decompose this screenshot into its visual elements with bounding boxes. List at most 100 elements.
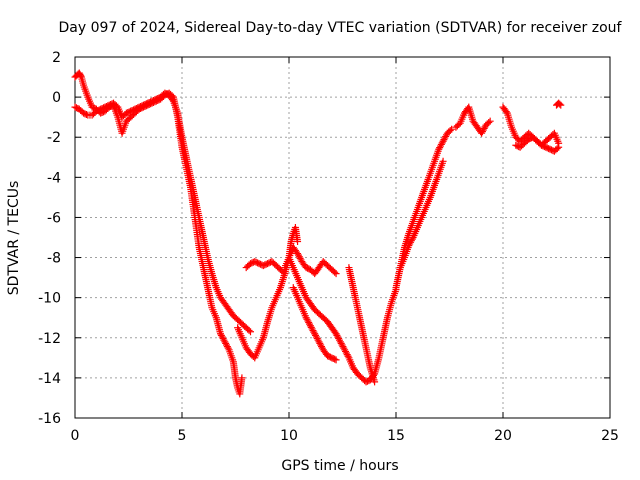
data-point [317,341,325,349]
data-point [553,145,561,153]
data-point [408,235,416,243]
y-tick-label: -14 [38,371,61,387]
data-point [555,143,563,151]
x-tick-label: 20 [494,428,512,444]
data-point [217,330,225,338]
data-point [313,335,321,343]
data-point [306,322,314,330]
data-point [478,128,486,136]
x-tick-label: 25 [601,428,619,444]
y-tick-label: -12 [38,331,61,347]
data-point [335,335,343,343]
data-point [308,325,316,333]
data-point [405,242,413,250]
data-point [245,326,253,334]
data-point [168,96,176,104]
data-series-trace-3 [234,223,302,362]
x-tick-label: 0 [71,428,80,444]
y-tick-label: -4 [47,170,61,186]
data-point [337,339,345,347]
data-point [371,378,379,386]
data-point [435,145,443,153]
data-point [407,238,415,246]
data-point [218,333,226,341]
x-axis-label: GPS time / hours [281,458,398,474]
data-series-trace-2 [71,89,254,336]
data-point [309,327,317,335]
data-point [446,127,454,135]
data-point [331,268,339,276]
y-tick-label: -10 [38,291,61,307]
y-tick-label: -8 [47,251,61,267]
data-point [303,315,311,323]
data-point [77,72,85,80]
data-point [336,338,344,346]
data-series-trace-8 [345,264,379,386]
x-tick-label: 5 [178,428,187,444]
data-point [333,331,341,339]
data-series-trace-6 [285,254,400,386]
data-point [224,344,232,352]
data-series-trace-4 [242,258,289,278]
data-point [341,347,349,355]
data-point [407,237,415,245]
data-point [332,356,340,364]
data-point [294,251,302,259]
data-point [223,343,231,351]
data-point [296,254,304,262]
data-series-trace-7 [289,284,340,364]
data-series-trace-12 [499,103,563,149]
data-point [221,338,229,346]
data-point [339,343,347,351]
data-point [222,339,230,347]
data-point [332,330,340,338]
data-point [338,341,346,349]
data-point [281,270,289,278]
data-point [310,328,318,336]
data-point [439,157,447,165]
data-point [304,317,312,325]
data-point [305,319,313,327]
data-point [343,351,351,359]
data-point [342,349,350,357]
data-point [223,341,231,349]
data-point [437,142,445,150]
data-point [442,132,450,140]
data-point [436,144,444,152]
data-point [340,344,348,352]
plot-frame [74,56,611,419]
data-point [441,134,449,142]
data-point [336,336,344,344]
y-axis-label: SDTVAR / TECUs [6,181,22,296]
data-series-trace-14 [553,99,565,109]
data-point [307,323,315,331]
data-point [82,110,90,118]
data-point [315,338,323,346]
x-tick-label: 10 [280,428,298,444]
data-series-trace-10 [396,157,447,272]
data-point [437,140,445,148]
data-point [486,117,494,125]
data-point [306,320,314,328]
data-point [439,137,447,145]
data-point [556,100,564,108]
data-point [295,253,303,261]
data-point [246,328,254,336]
data-points [71,69,565,398]
data-point [217,331,225,339]
data-point [238,374,246,382]
data-point [502,108,510,116]
data-point [331,355,339,363]
data-point [334,333,342,341]
data-point [294,238,302,246]
data-point [219,335,227,343]
data-series-trace-1 [71,69,246,398]
data-series-trace-11 [452,103,494,137]
chart-title: Day 097 of 2024, Sidereal Day-to-day VTE… [59,20,623,36]
data-point [316,339,324,347]
x-tick-label: 15 [387,428,405,444]
data-point [448,125,456,133]
data-series-trace-13 [512,133,563,155]
